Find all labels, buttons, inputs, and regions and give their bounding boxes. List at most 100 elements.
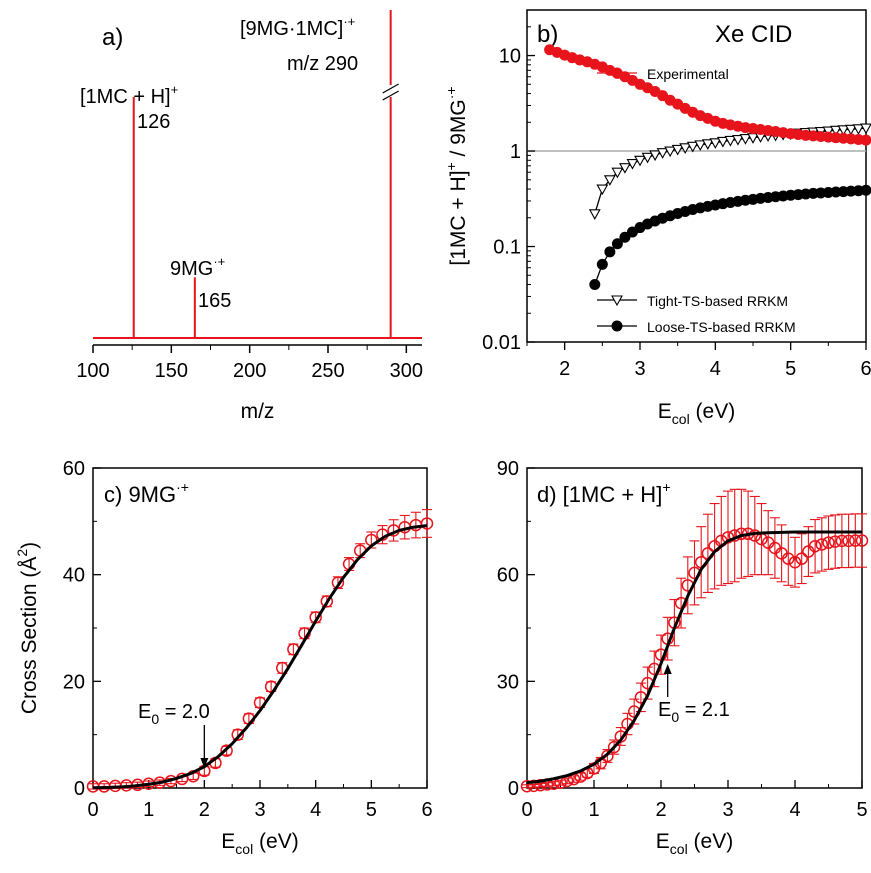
y-tick-label: 30 bbox=[497, 671, 519, 693]
data-point bbox=[849, 534, 862, 547]
panel-c-cross-section-9mg: 0 20 40 60 0 1 2 3 4 5 6 Ecol (eV) Cross Section (Å2… bbox=[14, 458, 434, 857]
y-tick-label: 10 bbox=[499, 46, 521, 68]
x-tick-label: 2 bbox=[199, 799, 210, 821]
x-tick-label: 0 bbox=[521, 799, 532, 821]
tight-rrkm-point bbox=[618, 163, 631, 174]
data-point bbox=[231, 728, 244, 741]
legend-label-experimental: Experimental bbox=[647, 66, 729, 82]
tight-rrkm-point bbox=[822, 126, 835, 138]
tight-rrkm-point bbox=[611, 167, 624, 179]
loose-rrkm-point bbox=[860, 184, 871, 196]
panel-a-mass-spectrum: 100 150 200 250 300 m/z a) [1MC + H]+ 126 9MG·+ 16… bbox=[76, 10, 423, 423]
tight-rrkm-point bbox=[603, 175, 616, 186]
tight-rrkm-point bbox=[634, 155, 646, 167]
tight-rrkm-point bbox=[739, 134, 752, 145]
data-point bbox=[320, 595, 334, 608]
x-axis-label: Ecol (eV) bbox=[658, 400, 735, 427]
tight-rrkm-point bbox=[844, 124, 857, 136]
panel-label-a: a) bbox=[102, 24, 123, 51]
tight-rrkm-point bbox=[709, 138, 722, 149]
data-point bbox=[782, 552, 795, 565]
legend-label-tight: Tight-TS-based RRKM bbox=[647, 293, 788, 309]
panel-label-b: b) bbox=[537, 21, 558, 48]
data-point bbox=[808, 539, 822, 553]
x-axis-label: Ecol (eV) bbox=[656, 830, 733, 857]
data-point bbox=[855, 534, 869, 547]
y-tick-label: 1 bbox=[510, 141, 521, 163]
x-tick-label: 100 bbox=[76, 360, 109, 382]
x-tick-label: 6 bbox=[421, 799, 432, 821]
peak-ion-label: [9MG·1MC]·+ bbox=[240, 14, 355, 40]
annotation-arrowhead bbox=[200, 758, 209, 768]
loose-rrkm-point bbox=[604, 246, 616, 258]
tight-rrkm-point bbox=[596, 184, 609, 196]
y-tick-label: 20 bbox=[63, 671, 85, 693]
x-tick-label: 3 bbox=[634, 358, 645, 380]
x-tick-label: 0 bbox=[87, 799, 98, 821]
tight-rrkm-point bbox=[649, 150, 662, 162]
tight-rrkm-point bbox=[860, 123, 871, 135]
tight-rrkm-point bbox=[588, 209, 601, 220]
x-tick-label: 6 bbox=[860, 358, 871, 380]
data-point bbox=[601, 749, 614, 763]
data-point bbox=[534, 778, 547, 792]
tight-rrkm-point bbox=[686, 141, 699, 153]
fit-curve bbox=[92, 524, 428, 790]
chart-title: Xe CID bbox=[715, 21, 792, 48]
y-tick-label: 0.1 bbox=[493, 237, 521, 259]
y-axis-label: [1MC + H]+ / 9MG·+ bbox=[443, 86, 470, 265]
tight-rrkm-point bbox=[671, 144, 684, 156]
y-tick-label: 0 bbox=[74, 778, 85, 800]
tight-rrkm-point bbox=[852, 124, 865, 135]
experimental-point bbox=[860, 134, 871, 146]
loose-rrkm-point bbox=[596, 258, 608, 270]
tight-rrkm-point bbox=[724, 135, 737, 147]
x-tick-label: 5 bbox=[785, 358, 796, 380]
x-tick-label: 2 bbox=[559, 358, 570, 380]
data-point bbox=[420, 517, 434, 530]
y-axis-label: Cross Section (Å2) bbox=[14, 542, 41, 714]
x-tick-label: 3 bbox=[254, 799, 265, 821]
plot-frame bbox=[92, 467, 428, 789]
data-point bbox=[828, 535, 842, 548]
y-tick-label: 90 bbox=[497, 458, 519, 480]
data-point bbox=[842, 534, 855, 548]
annotation-arrowhead bbox=[663, 664, 672, 674]
loose-rrkm-point bbox=[589, 279, 601, 291]
x-axis-label: Ecol (eV) bbox=[221, 830, 298, 857]
x-tick-label: 4 bbox=[310, 799, 321, 821]
y-tick-label: 60 bbox=[497, 565, 519, 587]
panel-label: d) [1MC + H]+ bbox=[537, 479, 671, 507]
data-point bbox=[788, 555, 802, 569]
data-point bbox=[220, 744, 233, 757]
peak-mz-label: m/z 290 bbox=[287, 53, 358, 75]
legend-label-loose: Loose-TS-based RRKM bbox=[647, 319, 796, 335]
data-point bbox=[607, 740, 621, 754]
x-tick-label: 5 bbox=[856, 799, 867, 821]
x-tick-label: 4 bbox=[789, 799, 800, 821]
plot-frame bbox=[526, 9, 867, 343]
x-axis-label: m/z bbox=[241, 400, 275, 423]
tight-rrkm-point bbox=[626, 158, 639, 170]
legend-marker-tight bbox=[611, 295, 623, 307]
panel-b-ratio-plot: 0.01 0.1 1 10 2 3 4 5 6 Ecol (eV) [1MC + H]+ / 9MG… bbox=[443, 9, 871, 427]
peak-mz-label: 126 bbox=[137, 111, 170, 133]
peak-ion-label: 9MG·+ bbox=[170, 254, 225, 280]
data-point bbox=[815, 538, 829, 551]
tight-rrkm-point bbox=[829, 125, 842, 137]
x-tick-label: 5 bbox=[366, 799, 377, 821]
data-point bbox=[527, 779, 540, 793]
x-tick-label: 1 bbox=[588, 799, 599, 821]
tight-rrkm-point bbox=[731, 134, 744, 146]
x-tick-label: 2 bbox=[655, 799, 666, 821]
data-point bbox=[795, 552, 808, 565]
x-tick-label: 1 bbox=[143, 799, 154, 821]
tight-rrkm-point bbox=[664, 146, 677, 158]
plot-frame bbox=[526, 467, 863, 789]
x-tick-label: 4 bbox=[710, 358, 721, 380]
y-tick-label: 60 bbox=[63, 458, 85, 480]
x-tick-label: 300 bbox=[390, 360, 423, 382]
tight-rrkm-point bbox=[694, 140, 707, 152]
tight-rrkm-point bbox=[701, 139, 714, 150]
